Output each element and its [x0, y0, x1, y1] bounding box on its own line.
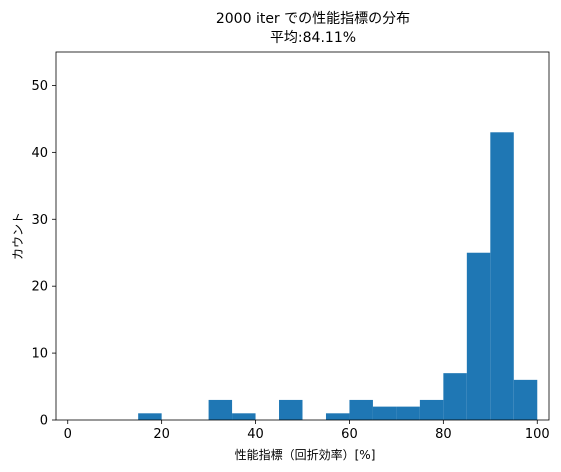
x-tick-label: 20	[153, 427, 170, 442]
histogram-bar	[466, 252, 491, 420]
x-tick-label: 0	[64, 427, 72, 442]
x-tick-label: 40	[247, 427, 264, 442]
y-tick-label: 30	[31, 213, 48, 228]
histogram-bar	[419, 399, 444, 420]
histogram-bar	[396, 406, 420, 420]
y-tick-label: 20	[31, 280, 48, 295]
x-tick-label: 60	[341, 427, 358, 442]
histogram-bar	[232, 413, 256, 420]
histogram-bar	[443, 373, 467, 420]
histogram-bar	[138, 413, 162, 420]
x-tick-label: 100	[525, 427, 550, 442]
histogram-bar	[490, 132, 514, 421]
chart-subtitle: 平均:84.11%	[270, 30, 356, 46]
x-axis-label: 性能指標（回折効率）[%]	[235, 447, 376, 462]
y-tick-label: 40	[31, 146, 48, 161]
bars-group	[138, 132, 538, 421]
y-tick-label: 10	[31, 347, 48, 362]
chart-title-group: 2000 iter での性能指標の分布 平均:84.11%	[216, 11, 410, 46]
histogram-bar	[372, 406, 397, 420]
y-tick-label: 50	[31, 79, 48, 94]
histogram-bar	[349, 399, 373, 420]
y-tick-label: 0	[40, 414, 48, 429]
histogram-bar	[325, 413, 350, 420]
plot-frame	[55, 51, 550, 421]
histogram-bar	[279, 399, 303, 420]
axes-group: 0 20 40 60 80 100 0 10 20 30 40 50	[31, 51, 550, 442]
chart-title: 2000 iter での性能指標の分布	[216, 11, 410, 27]
histogram-bar	[513, 379, 538, 420]
y-axis-label: カウント	[11, 212, 25, 260]
x-tick-label: 80	[435, 427, 452, 442]
histogram-bar	[208, 399, 233, 420]
